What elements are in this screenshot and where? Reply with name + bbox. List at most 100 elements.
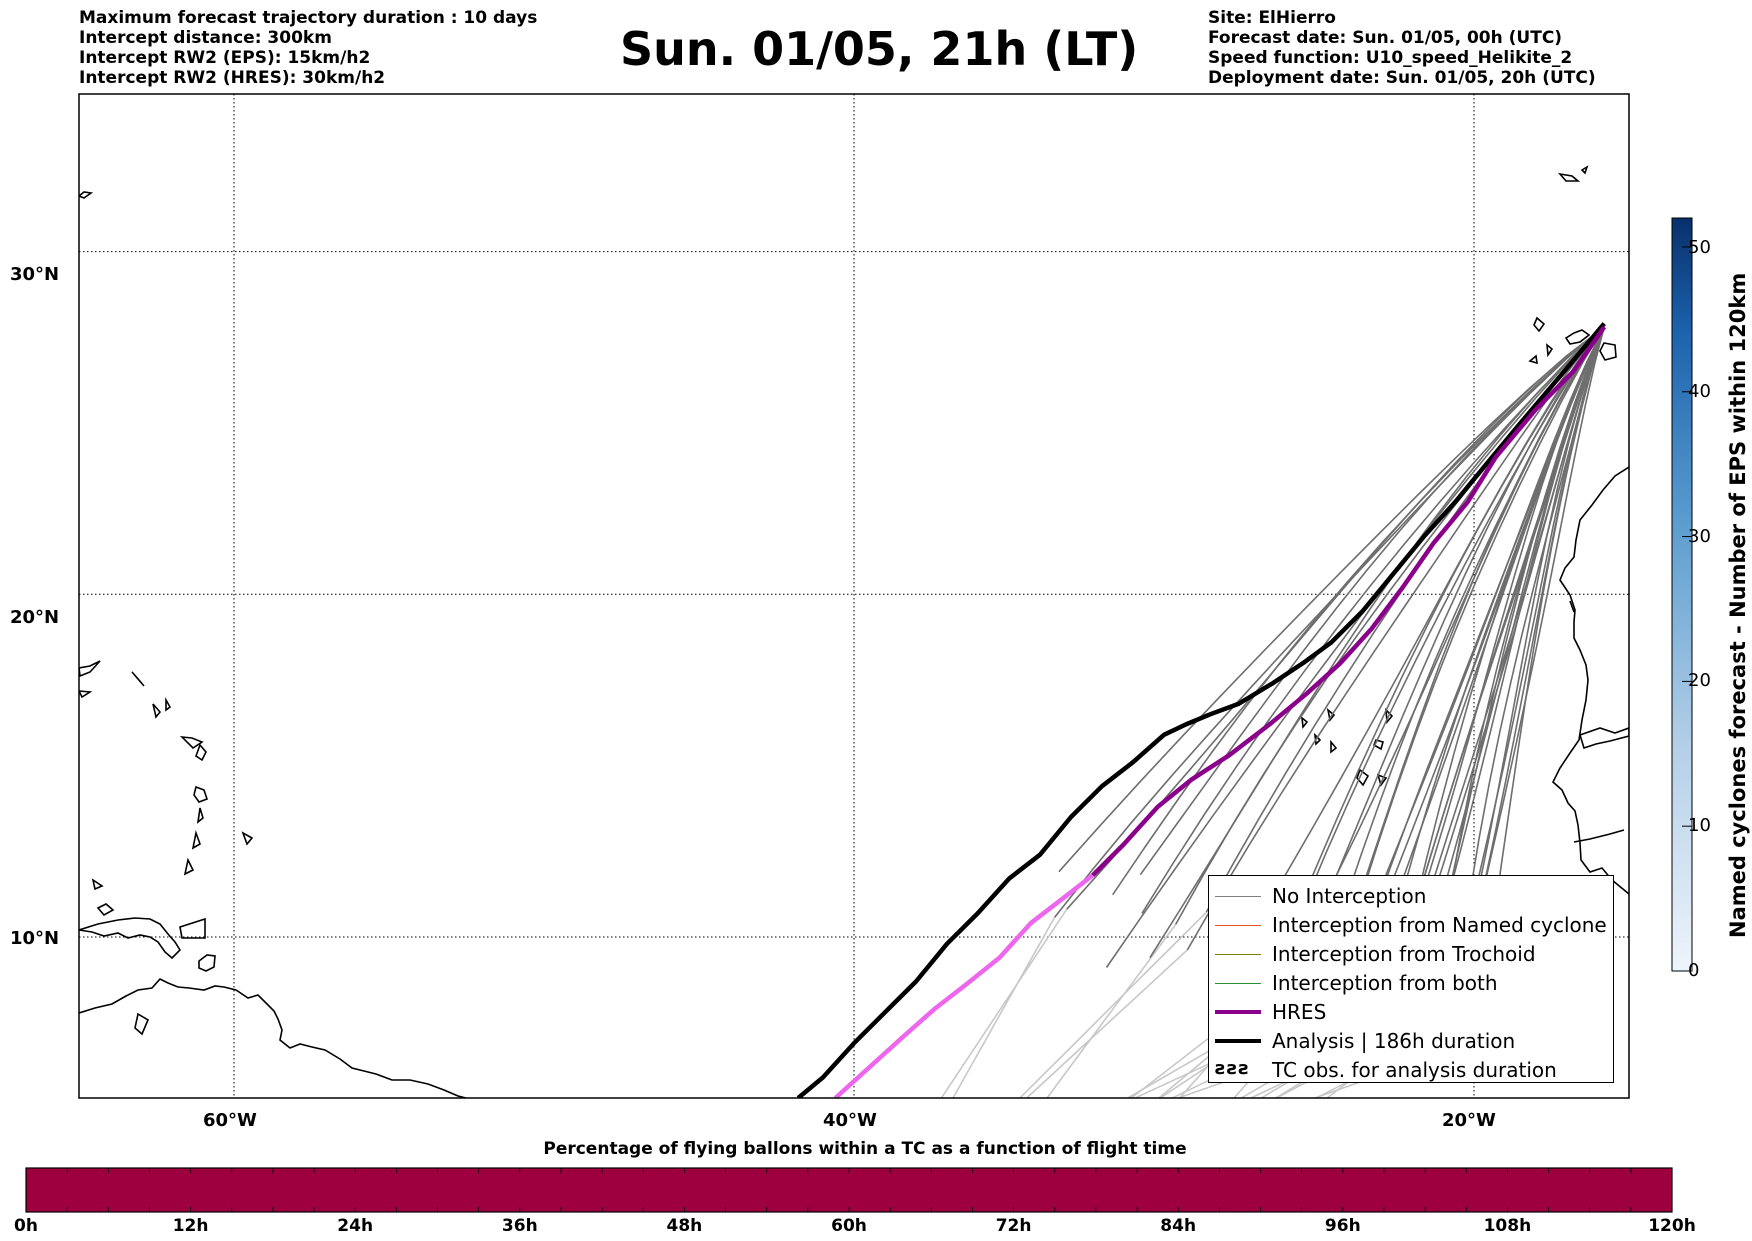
legend-line-analysis — [1215, 1039, 1261, 1043]
colorbar-tick-label: 20 — [1688, 670, 1711, 691]
legend-label: Interception from both — [1272, 971, 1498, 995]
legend-line-trochoid — [1215, 954, 1261, 955]
coastline-canary — [1599, 342, 1617, 361]
colorbar-tick-label: 50 — [1688, 237, 1711, 258]
eps-trajectory — [1175, 326, 1605, 925]
coastline-antilles — [196, 807, 204, 824]
colorbar-tick-label: 40 — [1688, 381, 1711, 402]
eps-trajectory — [1222, 326, 1605, 982]
colorbar-title: Named cyclones forecast - Number of EPS … — [1726, 272, 1750, 938]
coastline-antilles — [131, 671, 145, 687]
lat-tick-label: 20°N — [10, 607, 60, 628]
coastline-cape-verde — [1385, 707, 1394, 725]
eps-trajectory — [1141, 326, 1605, 914]
header-left-line: Intercept RW2 (HRES): 30km/h2 — [79, 68, 386, 88]
coastlines — [79, 165, 1629, 1098]
legend-item: Interception from Trochoid — [1209, 940, 1613, 969]
eps-trajectory-late — [1046, 923, 1177, 1098]
coastline-cape-verde — [1356, 768, 1370, 787]
coastline-south-america — [79, 978, 467, 1098]
header-right-line: Speed function: U10_speed_Helikite_2 — [1208, 48, 1573, 68]
eps-trajectory — [1400, 326, 1605, 988]
colorbar-time-label: 120h — [1648, 1216, 1696, 1236]
header-left-line: Intercept RW2 (EPS): 15km/h2 — [79, 48, 371, 68]
coastline-africa-detail — [1579, 727, 1629, 750]
eps-trajectory — [1282, 326, 1605, 981]
coastline-africa-detail — [1569, 600, 1575, 613]
legend-item: HRES — [1209, 998, 1613, 1027]
coastline-canary — [1528, 354, 1538, 365]
eps-trajectory — [1452, 326, 1605, 981]
eps-trajectory-late — [952, 917, 1056, 1098]
eps-trajectory — [1149, 326, 1605, 959]
analysis-line — [796, 322, 1606, 1098]
lat-tick-label: 10°N — [10, 928, 60, 949]
colorbar-time-label: 0h — [14, 1216, 38, 1236]
coastline-antilles — [165, 696, 172, 712]
coastline-antilles — [183, 857, 195, 876]
lat-tick-label: 30°N — [10, 264, 60, 285]
colorbar-time-label: 48h — [666, 1216, 703, 1236]
legend-label: Interception from Named cyclone — [1272, 913, 1607, 937]
coastline-canary — [1546, 343, 1554, 358]
colorbar-tick-label: 0 — [1688, 960, 1700, 981]
legend-item: ƨƨƨ TC obs. for analysis duration — [1209, 1056, 1613, 1085]
colorbar-time-label: 60h — [831, 1216, 867, 1236]
legend-label: Interception from Trochoid — [1272, 942, 1536, 966]
colorbar-time-label: 72h — [995, 1216, 1032, 1236]
map-legend: No Interception Interception from Named … — [1208, 875, 1614, 1083]
coastline-cape-verde — [1372, 739, 1384, 751]
header-right-line: Site: ElHierro — [1208, 8, 1336, 28]
coastline-canary — [1564, 329, 1591, 345]
legend-line-both — [1215, 983, 1261, 984]
legend-line-no-interception — [1215, 896, 1261, 897]
eps-trajectory — [1139, 326, 1605, 876]
colorbar-time-label: 96h — [1324, 1216, 1361, 1236]
vertical-colorbar — [1671, 217, 1693, 972]
coastline-antilles — [241, 831, 254, 846]
legend-tc-obs-icon: ƨƨƨ — [1215, 1058, 1251, 1079]
legend-label: No Interception — [1272, 884, 1427, 908]
horizontal-colorbar — [25, 1167, 1673, 1213]
coastline-antilles — [152, 703, 162, 719]
legend-item: Interception from Named cyclone — [1209, 911, 1613, 940]
coastline-antilles — [79, 690, 93, 699]
coastline-cape-verde — [1330, 739, 1338, 754]
coastline-cape-verde — [1300, 716, 1309, 730]
analysis-trajectory — [796, 322, 1606, 1098]
lon-tick-label: 20°W — [1442, 1110, 1496, 1131]
coastline-madeira — [1557, 172, 1581, 182]
legend-item: Analysis | 186h duration — [1209, 1027, 1613, 1056]
vertical-colorbar-ticks — [1682, 246, 1692, 972]
eps-trajectory — [1285, 326, 1605, 950]
lon-tick-label: 40°W — [823, 1110, 877, 1131]
header-info-right: Site: ElHierro Forecast date: Sun. 01/05… — [1208, 8, 1596, 88]
legend-item: No Interception — [1209, 882, 1613, 911]
header-right-line: Forecast date: Sun. 01/05, 00h (UTC) — [1208, 28, 1563, 48]
coastline-island — [179, 917, 206, 939]
colorbar-time-label: 12h — [172, 1216, 209, 1236]
legend-line-hres — [1215, 1010, 1261, 1014]
eps-trajectory-late — [1018, 911, 1207, 1098]
hres-trajectory — [833, 325, 1607, 1098]
coastline-gulf — [79, 917, 182, 960]
coastline-cape-verde — [1326, 707, 1336, 722]
colorbar-time-label: 84h — [1160, 1216, 1197, 1236]
header-left-line: Intercept distance: 300km — [79, 28, 332, 48]
coastline-antilles — [191, 830, 201, 850]
colorbar-time-label: 36h — [501, 1216, 538, 1236]
eps-trajectory — [1186, 326, 1605, 951]
coastline-trinidad — [198, 954, 216, 972]
header-left-line: Maximum forecast trajectory duration : 1… — [79, 8, 538, 28]
page-title: Sun. 01/05, 21h (LT) — [620, 22, 1139, 76]
colorbar-tick-label: 30 — [1688, 526, 1711, 547]
eps-trajectory — [1396, 326, 1605, 973]
coastline-antilles — [195, 743, 207, 762]
eps-trajectory — [1058, 326, 1605, 873]
coastline-antilles — [179, 735, 204, 750]
coastline-africa — [1552, 466, 1629, 895]
coastline-antilles — [79, 660, 101, 678]
hres-line-late — [833, 873, 1095, 1098]
eps-trajectory — [1347, 326, 1605, 969]
